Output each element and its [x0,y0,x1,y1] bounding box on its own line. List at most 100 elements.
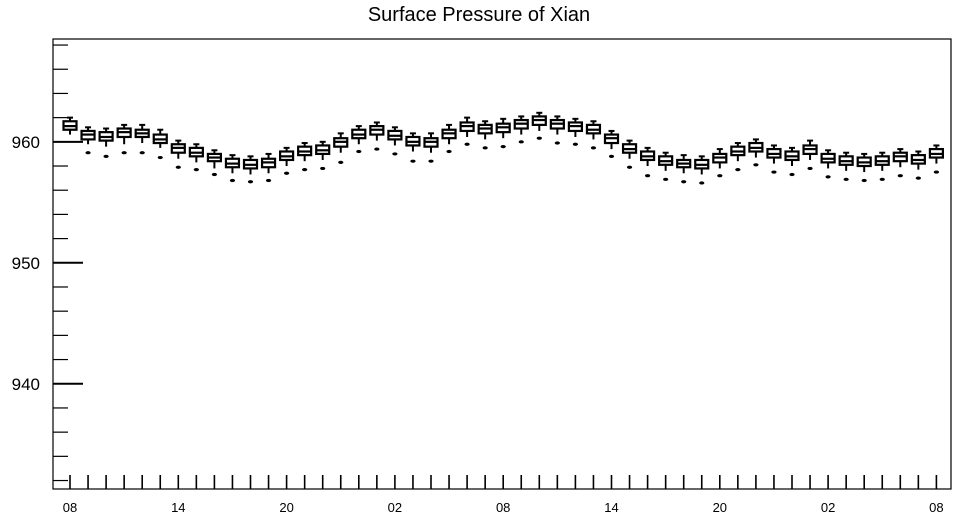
y-tick-label: 940 [12,375,40,394]
box-item [928,144,945,174]
box-item [892,148,908,178]
box-item [279,146,295,175]
x-tick-label: 20 [713,500,727,515]
outlier-point [807,166,813,171]
box-item [838,151,854,181]
box-item [206,149,222,177]
outlier-point [663,177,669,181]
box-item [369,121,385,151]
outlier-point [771,170,777,174]
outlier-point [193,168,199,172]
box-item [802,139,818,171]
outlier-point [302,168,308,172]
box-item [495,117,511,149]
y-tick-label: 960 [12,133,40,152]
outlier-point [626,165,633,169]
y-tick-label: 950 [12,254,40,273]
outlier-point [247,180,254,184]
outlier-point [590,146,597,150]
box-item [910,150,926,180]
box-item [423,132,439,163]
outlier-point [717,174,723,178]
outlier-point [139,151,145,155]
outlier-point [699,181,705,185]
outlier-point [608,154,615,158]
outlier-point [500,145,506,149]
outlier-point [410,159,416,163]
box-item [315,140,331,171]
outlier-point [933,170,940,174]
box-item [856,152,872,183]
outlier-point [843,177,849,181]
box-item [766,144,782,174]
outlier-point [338,160,344,164]
box-item [297,142,313,172]
box-item [639,146,656,178]
outlier-point [915,176,921,180]
box-item [730,142,746,172]
box-item [188,143,204,172]
x-tick-label: 02 [388,500,402,515]
outlier-point [464,142,470,146]
box-item [477,120,493,150]
box-item [260,152,277,183]
box-item [874,151,890,181]
outlier-point [103,154,109,158]
box-item [62,116,78,135]
x-tick-label: 02 [821,500,835,515]
box-item [387,126,403,156]
outlier-point [211,172,217,177]
plot-frame [52,38,952,490]
box-item [224,154,241,183]
outlier-point [157,155,163,160]
x-tick-label: 08 [929,500,943,515]
box-item [567,117,584,146]
outlier-point [446,149,452,154]
x-axis: 08 14 20 02 08 14 20 02 08 [63,475,944,515]
box-item [98,127,114,158]
box-item [405,132,421,163]
x-tick-label: 08 [63,500,77,515]
outlier-point [85,151,91,155]
outlier-point [265,178,272,183]
outlier-point [536,136,542,140]
box-item [694,155,710,185]
box-item [585,120,602,150]
box-item [242,155,259,184]
outlier-point [861,178,867,183]
outlier-point [645,174,651,178]
box-item [621,139,638,169]
box-item [531,111,547,140]
outlier-point [229,178,236,183]
box-item [748,138,764,167]
box-item [170,139,186,169]
outlier-point [572,142,579,146]
box-item [441,123,457,154]
outlier-point [897,174,903,178]
box-item [351,125,367,154]
box-series [62,111,945,185]
box-item [513,115,529,144]
y-axis: 940 950 960 [12,44,83,482]
box-item [676,154,692,184]
outlier-point [879,177,885,181]
outlier-point [789,172,795,177]
box-item [152,128,168,160]
x-tick-label: 14 [604,500,618,515]
outlier-point [320,166,326,171]
box-item [658,151,674,181]
outlier-point [284,171,290,175]
chart-title: Surface Pressure of Xian [367,4,591,26]
outlier-point [121,151,127,155]
outlier-point [356,149,362,154]
box-item [459,116,475,146]
box-item [333,132,349,164]
box-item [80,126,96,155]
box-item [134,123,150,155]
x-tick-label: 08 [496,500,510,515]
outlier-point [825,175,831,179]
box-item [712,148,728,178]
x-tick-label: 20 [279,500,293,515]
outlier-point [753,163,759,167]
